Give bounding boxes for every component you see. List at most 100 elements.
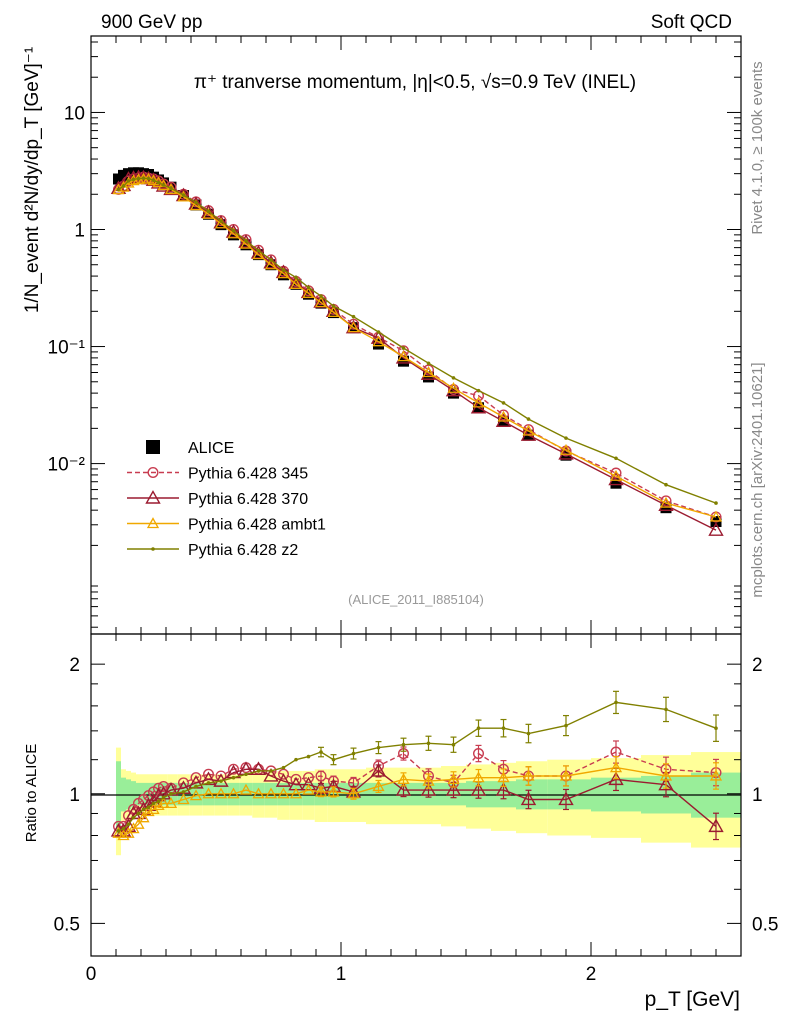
main-series-pythia-z2-point (219, 219, 223, 223)
legend-item-pythia-370: Pythia 6.428 370 (127, 491, 308, 508)
ratio-series-pythia-z2-point (244, 772, 248, 776)
main-series-pythia-z2-point (282, 268, 286, 272)
main-series-pythia-z2-point (527, 417, 531, 421)
ratio-y-tick-label: 1 (69, 785, 80, 806)
ratio-series-pythia-z2-point (502, 726, 506, 730)
analysis-watermark: (ALICE_2011_I885104) (348, 592, 484, 607)
ratio-series-pythia-z2-point (564, 724, 568, 728)
main-series-pythia-z2-point (294, 276, 298, 280)
ratio-series-pythia-z2-point (282, 766, 286, 770)
main-series-pythia-z2-point (502, 401, 506, 405)
legend-item-pythia-z2: Pythia 6.428 z2 (127, 542, 298, 559)
main-series-pythia-z2-point (137, 177, 141, 181)
ratio-series-pythia-z2-point (294, 758, 298, 762)
ratio-series-pythia-z2-point (527, 732, 531, 736)
ratio-y-tick-label: 2 (69, 655, 80, 676)
legend-label-pythia-z2: Pythia 6.428 z2 (188, 542, 298, 559)
ratio-series-pythia-z2-point (127, 822, 131, 826)
main-y-tick-label: 10⁻² (48, 455, 86, 476)
ratio-series-pythia-z2-point (169, 792, 173, 796)
ratio-y-tick-label: 0.5 (54, 914, 80, 935)
main-series-pythia-z2-point (564, 436, 568, 440)
ratio-series-pythia-z2-point (269, 769, 273, 773)
ratio-uncertainty-bands (116, 748, 741, 856)
main-series-pythia-z2-point (207, 210, 211, 214)
header-right-label: Soft QCD (651, 12, 732, 33)
main-series-pythia-z2-point (477, 389, 481, 393)
ratio-series-pythia-z2-point (207, 781, 211, 785)
legend-label-pythia-370: Pythia 6.428 370 (188, 491, 308, 508)
main-series-pythia-z2-point (244, 239, 248, 243)
main-y-tick-label: 10 (64, 103, 85, 124)
ratio-series-pythia-z2-point (257, 769, 261, 773)
ratio-series-pythia-z2-point (319, 750, 323, 754)
main-series-pythia-z2-point (122, 184, 126, 188)
main-y-tick-label: 1 (74, 221, 85, 242)
ratio-series-pythia-z2-point (157, 800, 161, 804)
header-left-label: 900 GeV pp (101, 12, 202, 33)
main-series-pythia-z2-point (162, 183, 166, 187)
ratio-series-pythia-z2-point (614, 701, 618, 705)
ratio-series-pythia-z2-point (117, 829, 121, 833)
main-y-tick-label: 10⁻¹ (48, 338, 86, 359)
legend-marker-pythia-z2 (151, 547, 155, 551)
main-series-pythia-z2-point (132, 178, 136, 182)
ratio-series-pythia-z2-point (132, 816, 136, 820)
rivet-version-label: Rivet 4.1.0, ≥ 100k events (749, 61, 766, 234)
main-series-pythia-z2-point (152, 178, 156, 182)
legend-item-alice: ALICE (146, 440, 234, 457)
main-axis-ticks: 10⁻² 10⁻¹ 1 10 (48, 36, 742, 634)
ratio-series-pythia-z2-point (664, 708, 668, 712)
ratio-series-pythia-z2-point (452, 743, 456, 747)
legend-marker-alice (146, 440, 160, 454)
main-series-pythia-z2-point (352, 315, 356, 319)
ratio-y-tick-label-right: 0.5 (752, 914, 778, 935)
ratio-series-pythia-z2-point (194, 785, 198, 789)
legend: ALICE Pythia 6.428 345 Pythia 6.428 370 Pyt… (127, 440, 326, 559)
main-plot-panel: 10⁻² 10⁻¹ 1 10 π⁺ tranverse momentum, |η|<0… (22, 36, 741, 634)
main-series-pythia-z2-point (232, 229, 236, 233)
main-series-pythia-z2-point (157, 181, 161, 185)
mcplots-label: mcplots.cern.ch [arXiv:2401.10621] (749, 362, 766, 597)
ratio-series-pythia-z2-point (427, 741, 431, 745)
ratio-series-pythia-z2-point (307, 755, 311, 759)
legend-label-pythia-345: Pythia 6.428 345 (188, 466, 308, 483)
main-series-pythia-z2-point (269, 258, 273, 262)
ratio-series-pythia-z2-point (162, 796, 166, 800)
main-series-pythia-z2-point (402, 346, 406, 350)
x-tick-label: 1 (336, 964, 347, 985)
ratio-y-tick-label-right: 2 (752, 655, 763, 676)
x-tick-label: 0 (86, 964, 97, 985)
ratio-series-pythia-z2-point (137, 812, 141, 816)
ratio-series-pythia-z2-point (219, 779, 223, 783)
main-series-pythia-z2-point (664, 483, 668, 487)
main-series-pythia-z2-point (614, 456, 618, 460)
main-series-pythia-z2-point (332, 304, 336, 308)
main-series-pythia-z2-point (452, 376, 456, 380)
x-tick-label: 2 (586, 964, 597, 985)
ratio-series-pythia-z2-point (152, 802, 156, 806)
ratio-band-stat-segment (126, 779, 131, 809)
ratio-series-pythia-z2-point (714, 726, 718, 730)
ratio-series-pythia-z2-point (232, 776, 236, 780)
main-series-pythia-z2-point (169, 186, 173, 190)
main-series-pythia-z2-point (182, 193, 186, 197)
chart-canvas: 900 GeV pp Soft QCD Rivet 4.1.0, ≥ 100k … (0, 0, 786, 1024)
legend-item-pythia-345: Pythia 6.428 345 (127, 466, 308, 483)
ratio-series-pythia-z2-point (477, 726, 481, 730)
legend-label-alice: ALICE (188, 440, 234, 457)
main-series-pythia-z2-point (714, 501, 718, 505)
main-series-pythia-z2-point (194, 201, 198, 205)
main-y-axis-label: 1/N_event d²N/dy/dp_T [GeV]⁻¹ (22, 47, 43, 313)
main-series-pythia-z2-point (147, 177, 151, 181)
ratio-y-tick-label-right: 1 (752, 785, 763, 806)
legend-item-pythia-ambt1: Pythia 6.428 ambt1 (127, 517, 326, 534)
legend-marker-pythia-370 (147, 492, 160, 504)
legend-label-pythia-ambt1: Pythia 6.428 ambt1 (188, 517, 326, 534)
ratio-plot-panel: 0.5 0.51 12 20 1 2 Ratio to ALICE p_T [GeV] (23, 634, 778, 1011)
main-series-pythia-z2-point (319, 294, 323, 298)
main-series-pythia-z2-point (117, 188, 121, 192)
ratio-series-pythia-z2-point (147, 806, 151, 810)
main-series-pythia-z2-point (307, 286, 311, 290)
ratio-series-pythia-z2-point (122, 827, 126, 831)
